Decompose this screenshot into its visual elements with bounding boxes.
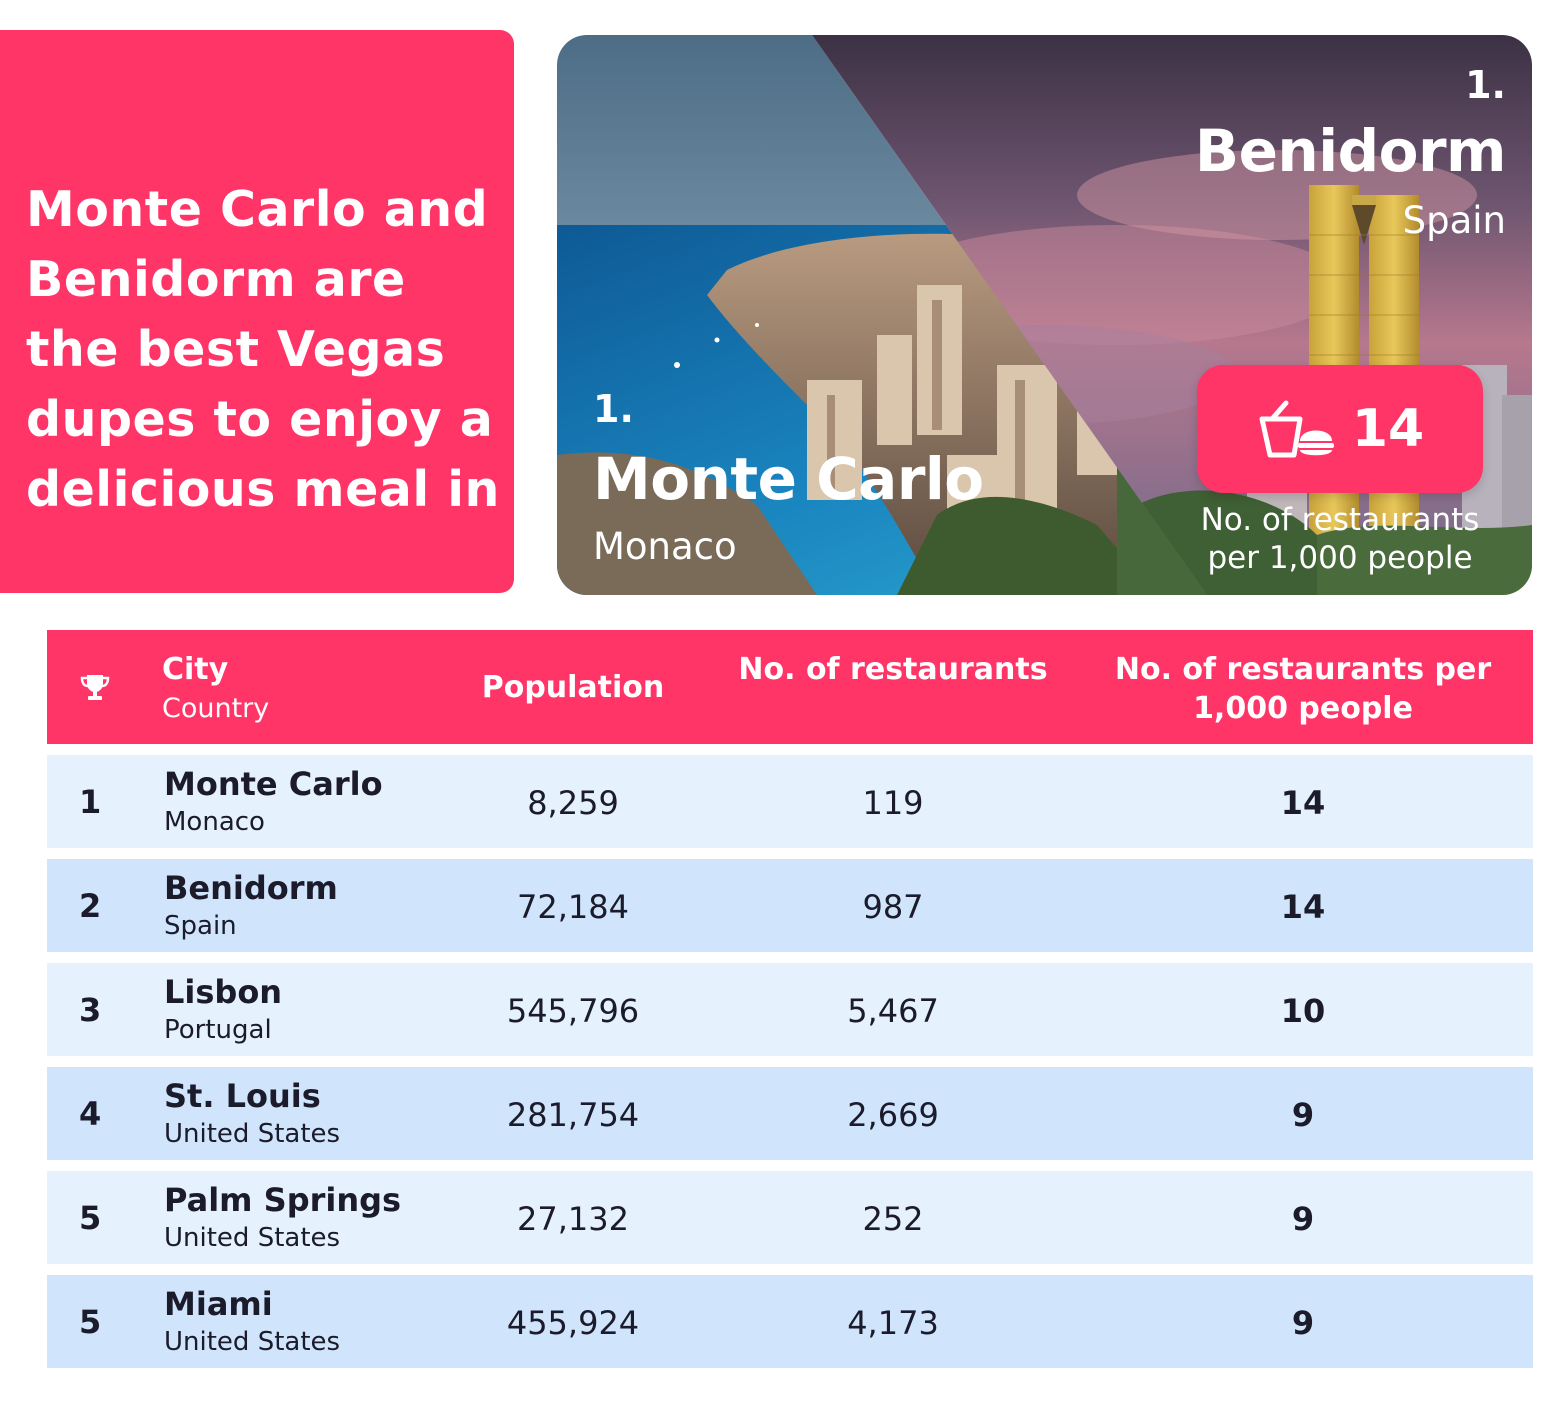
row-restaurants: 252 [862,1200,924,1238]
left-rank: 1. [593,387,634,431]
row-rank: 5 [79,1303,102,1341]
header-country-label: Country [162,693,270,724]
row-population: 545,796 [506,992,640,1030]
row-restaurants: 2,669 [847,1096,939,1134]
badge-value: 14 [1351,399,1425,459]
row-population: 8,259 [527,784,619,822]
row-restaurants: 119 [862,784,924,822]
badge-caption: No. of restaurants per 1,000 people [1200,502,1480,576]
row-population: 281,754 [506,1096,640,1134]
right-country-name: Spain [1402,199,1506,242]
right-rank: 1. [1465,63,1506,107]
table-row: 5 Miami United States 455,924 4,173 9 [47,1275,1533,1368]
food-basket-icon [1259,400,1334,458]
left-country-name: Monaco [593,525,737,568]
score-badge: 14 [1197,365,1483,493]
row-restaurants: 5,467 [847,992,939,1030]
row-population: 72,184 [517,888,629,926]
row-country: United States [164,1223,341,1253]
row-per-1000: 9 [1291,1096,1315,1134]
headline-card: Monte Carlo and Benidorm are the best Ve… [0,30,514,593]
row-country: United States [164,1327,341,1357]
hero-image: 1. Monte Carlo Monaco 1. Benidorm Spain … [557,35,1532,595]
header-city: City Country [162,650,269,728]
trophy-icon [80,672,110,712]
row-per-1000: 9 [1291,1200,1315,1238]
row-city: Lisbon [164,973,283,1011]
row-restaurants: 987 [862,888,924,926]
row-per-1000: 9 [1291,1304,1315,1342]
table-row: 1 Monte Carlo Monaco 8,259 119 14 [47,755,1533,848]
header-population: Population [481,670,665,705]
header-per-1000: No. of restaurants per 1,000 people [1114,652,1492,726]
row-rank: 5 [79,1199,102,1237]
row-population: 27,132 [517,1200,629,1238]
row-restaurants: 4,173 [847,1304,939,1342]
headline: Monte Carlo and Benidorm are the best Ve… [26,181,500,518]
row-per-1000: 10 [1280,992,1326,1030]
row-city: Benidorm [164,869,338,907]
row-city: Miami [164,1285,273,1323]
row-rank: 2 [79,887,102,925]
table-header: City Country Population No. of restauran… [47,630,1533,744]
row-country: Monaco [164,807,265,837]
left-city-name: Monte Carlo [593,445,984,513]
row-country: Spain [164,911,237,941]
row-per-1000: 14 [1280,888,1326,926]
hero-photo-illustration [557,35,1532,595]
table-row: 3 Lisbon Portugal 545,796 5,467 10 [47,963,1533,1056]
restaurants-table: City Country Population No. of restauran… [47,630,1533,1368]
row-city: Palm Springs [164,1181,402,1219]
table-row: 2 Benidorm Spain 72,184 987 14 [47,859,1533,952]
row-country: United States [164,1119,341,1149]
table-row: 4 St. Louis United States 281,754 2,669 9 [47,1067,1533,1160]
row-rank: 3 [79,991,102,1029]
row-rank: 1 [79,783,102,821]
row-city: Monte Carlo [164,765,383,803]
row-population: 455,924 [506,1304,640,1342]
row-country: Portugal [164,1015,272,1045]
row-city: St. Louis [164,1077,321,1115]
row-rank: 4 [79,1095,102,1133]
right-city-name: Benidorm [1194,117,1507,185]
row-per-1000: 14 [1280,784,1326,822]
table-row: 5 Palm Springs United States 27,132 252 9 [47,1171,1533,1264]
header-city-label: City [162,652,229,687]
header-restaurants: No. of restaurants [738,652,1048,687]
